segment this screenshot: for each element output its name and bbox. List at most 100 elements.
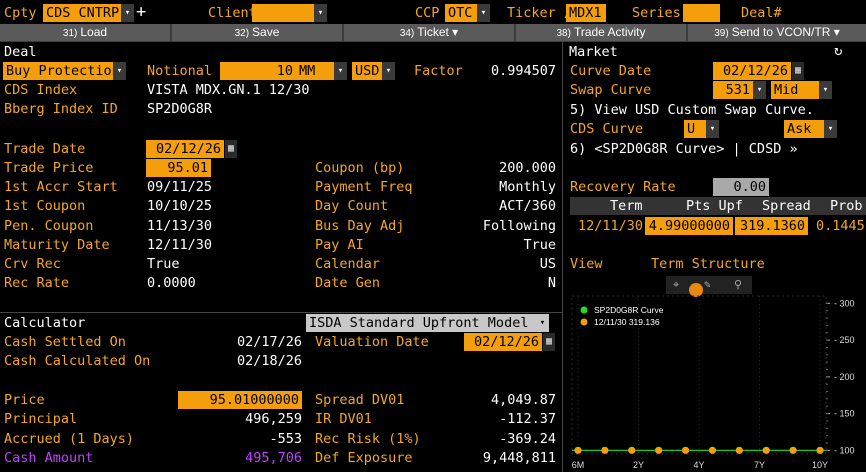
send-vcon-button[interactable]: 39) Send to VCON/TR ▾ [688,24,866,41]
bberg-id-value: SP2D0G8R [147,101,213,117]
client-field[interactable] [252,4,314,22]
payment-freq-label: Payment Freq [315,179,413,195]
data-point [762,446,770,454]
crv-rec-label: Crv Rec [4,256,61,272]
calendar-value: US [539,256,556,272]
cds-curve-label: CDS Curve [570,121,644,137]
ccp-field[interactable]: OTC [445,4,477,22]
model-select[interactable]: ISDA Standard Upfront Model (I) [306,314,536,349]
principal-label: Principal [4,411,78,427]
swap-curve-field[interactable]: 531 [713,81,753,99]
valuation-label: Valuation Date [315,334,429,350]
ticker-field[interactable]: MDX1 [566,4,606,22]
ccp-dropdown-icon[interactable]: ▾ [477,4,490,22]
series-field[interactable] [683,4,720,22]
market-header: Market [569,44,618,60]
side-field[interactable]: Buy Protection [3,62,113,80]
calendar-icon[interactable]: ▦ [225,140,237,158]
bus-day-value: Following [482,218,556,234]
crosshair-icon[interactable]: ⌖ [673,278,680,291]
valuation-date-field[interactable]: 02/12/26 [464,333,542,351]
cdsd-link[interactable]: 6) <SP2D0G8R Curve> | CDSD » [570,141,798,157]
legend-label: SP2D0G8R Curve [594,305,664,315]
swap-side-dropdown-icon[interactable]: ▾ [819,81,832,99]
valuation-calendar-icon[interactable]: ▦ [543,333,555,351]
col-term: Term [610,198,643,214]
currency-dropdown-icon[interactable]: ▾ [382,62,395,80]
load-button[interactable]: 31) Load [0,24,172,41]
top-bar [0,0,866,24]
accrued-label: Accrued (1 Days) [4,431,135,447]
spread-dv01-label: Spread DV01 [315,392,405,408]
principal-value: 496,259 [245,411,302,427]
notional-unit-field[interactable]: MM [296,62,334,80]
refresh-icon[interactable]: ↻ [834,43,843,59]
x-tick-label: 2Y [633,460,644,470]
data-point [789,446,797,454]
x-tick-label: 4Y [693,460,704,470]
trade-date-field[interactable]: 02/12/26 [146,140,224,158]
notional-label: Notional [147,63,213,79]
drag-handle-icon[interactable] [689,283,703,297]
data-point [735,446,743,454]
unit-dropdown-icon[interactable]: ▾ [334,62,347,80]
pencil-icon[interactable]: ✎ [704,278,711,291]
row-pts-upf-field[interactable]: 4.99000000 [645,217,733,235]
calendar-label: Calendar [315,256,381,272]
rec-risk-label: Rec Risk (1%) [315,431,421,447]
vertical-divider [562,42,563,472]
price-field[interactable]: 95.01000000 [178,391,302,409]
recovery-rate-label: Recovery Rate [570,179,676,195]
client-dropdown-icon[interactable]: ▾ [314,4,327,22]
col-spread: Spread [762,198,811,214]
day-count-value: ACT/360 [499,198,556,214]
market-table-header [570,197,866,215]
first-coupon-value: 10/10/25 [147,198,213,214]
save-button[interactable]: 32) Save [172,24,344,41]
spread-dv01-value: 4,049.87 [490,392,556,408]
col-pts-upf: Pts Upf [686,198,743,214]
cds-side-field[interactable]: Ask [784,120,824,138]
price-label: Price [4,392,45,408]
coupon-label: Coupon (bp) [315,160,405,176]
y-tick-label: - 250 [834,335,855,345]
cds-curve-dropdown-icon[interactable]: ▾ [706,120,719,138]
data-point [681,446,690,454]
trade-price-field[interactable]: 95.01 [146,159,211,177]
trade-activity-button[interactable]: 38) Trade Activity [516,24,688,41]
y-tick-label: - 300 [834,298,855,308]
client-label: Client [208,5,257,21]
currency-field[interactable]: USD [352,62,382,80]
cash-settled-label: Cash Settled On [4,334,126,350]
first-accr-label: 1st Accr Start [4,179,118,195]
curve-calendar-icon[interactable]: ▦ [792,62,804,80]
col-prob: Prob [830,198,863,214]
cds-curve-field[interactable]: U [684,120,706,138]
curve-date-field[interactable]: 02/12/26 [713,62,791,80]
zoom-icon[interactable]: ⚲ [734,278,743,291]
term-structure-chart[interactable]: 6M 2Y 4Y 7Y 10Y - 100 - 150 - 200 - 250 - 300 SP2D… [566,292,866,472]
add-icon[interactable]: + [136,2,147,22]
cpty-field[interactable]: CDS CNTRP. [43,4,121,22]
model-dropdown-icon[interactable]: ▾ [536,314,549,332]
swap-curve-dropdown-icon[interactable]: ▾ [753,81,766,99]
pay-ai-value: True [523,237,556,253]
notional-field[interactable]: 10 [220,62,296,80]
pen-coupon-label: Pen. Coupon [4,218,94,234]
cpty-dropdown-icon[interactable]: ▾ [121,4,134,22]
swap-side-field[interactable]: Mid [771,81,819,99]
row-spread-field[interactable]: 319.1360 [735,217,808,235]
side-dropdown-icon[interactable]: ▾ [113,62,126,80]
legend-marker [580,318,588,326]
cash-settled-value: 02/17/26 [236,334,302,350]
view-swap-curve-link[interactable]: 5) View USD Custom Swap Curve. [570,102,814,118]
term-structure-label: Term Structure [651,256,765,272]
cds-index-value: VISTA MDX.GN.1 12/30 [147,82,310,98]
def-exposure-label: Def Exposure [315,450,413,466]
x-tick-label: 7Y [754,460,765,470]
cds-side-dropdown-icon[interactable]: ▾ [824,120,837,138]
ticket-button[interactable]: 34) Ticket ▾ [344,24,516,41]
recovery-rate-field[interactable]: 0.00 [713,178,769,196]
legend-marker [580,306,588,314]
data-point [655,446,663,454]
